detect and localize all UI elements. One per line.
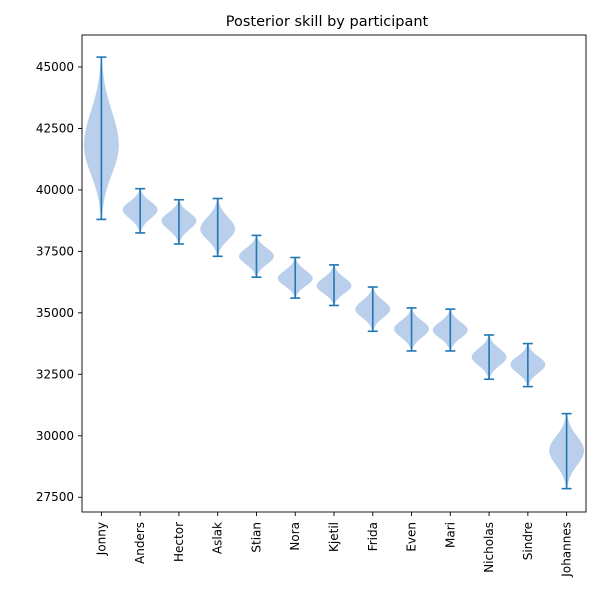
y-tick-label: 27500 [36, 490, 74, 504]
x-tick-label: Johannes [560, 522, 574, 578]
chart-title: Posterior skill by participant [226, 14, 429, 30]
y-tick-label: 35000 [36, 306, 74, 320]
x-tick-label: Anders [133, 522, 147, 564]
y-tick-label: 30000 [36, 429, 74, 443]
x-tick-label: Hector [172, 522, 186, 562]
x-tick-label: Sindre [521, 522, 535, 560]
y-tick-label: 32500 [36, 367, 74, 381]
x-tick-label: Stian [249, 522, 263, 553]
x-tick-label: Kjetil [327, 522, 341, 552]
x-tick-label: Even [405, 522, 419, 552]
x-tick-label: Jonny [94, 522, 108, 556]
x-axis: Jonny Anders Hector Aslak Stian Nora Kjetil Fri… [94, 512, 574, 578]
x-tick-label: Nora [288, 522, 302, 551]
violins-layer [83, 56, 585, 490]
y-tick-label: 40000 [36, 183, 74, 197]
x-tick-label: Nicholas [482, 522, 496, 573]
x-tick-label: Frida [366, 522, 380, 551]
y-tick-label: 42500 [36, 121, 74, 135]
x-tick-label: Aslak [211, 522, 225, 554]
y-tick-label: 45000 [36, 60, 74, 74]
x-tick-label: Mari [443, 522, 457, 548]
y-axis: 27500 30000 32500 35000 37500 40000 42500 45000 [36, 60, 82, 504]
y-tick-label: 37500 [36, 244, 74, 258]
